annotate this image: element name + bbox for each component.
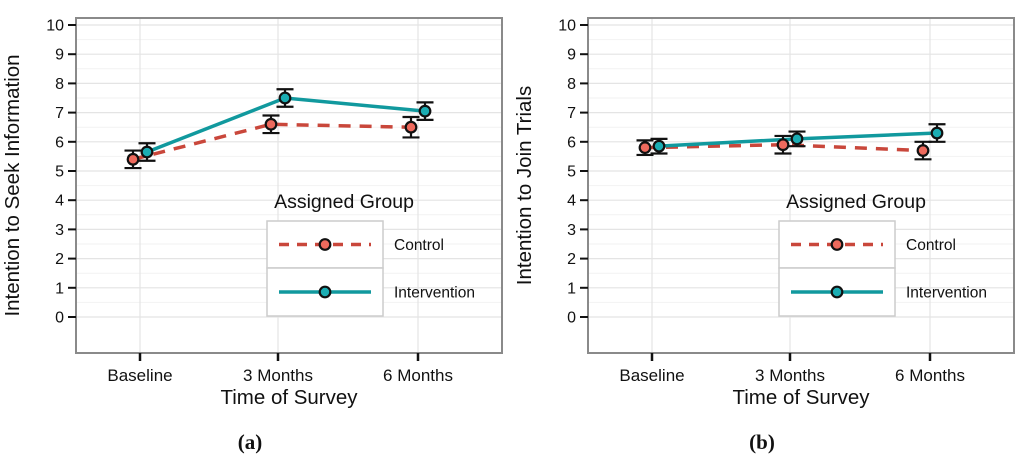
y-axis-tick-label: 2 <box>55 251 64 268</box>
y-axis-tick-label: 5 <box>567 164 576 181</box>
y-axis-tick-label: 7 <box>567 105 576 122</box>
data-point-control <box>638 141 652 155</box>
x-axis-title: Time of Survey <box>732 386 870 409</box>
y-axis-tick-label: 0 <box>567 310 576 327</box>
y-axis-tick-label: 6 <box>567 134 576 151</box>
data-point-control <box>126 152 140 166</box>
x-axis-tick-label: Baseline <box>107 366 172 385</box>
panel-border <box>587 17 1015 354</box>
legend-key-point-intervention <box>830 285 844 299</box>
legend-key-point-control <box>830 238 844 251</box>
y-axis-title: Intention to Seek Information <box>1 54 24 316</box>
y-axis-tick-label: 9 <box>55 47 64 64</box>
chart-b-canvas: 0 1 2 3 4 5 6 7 8 9 10 Baseline 3 Months 6 Months Time… <box>513 17 1015 454</box>
series-line-control <box>644 142 924 153</box>
legend-title: Assigned Group <box>274 191 414 213</box>
x-axis-tick-label: 3 Months <box>243 366 313 385</box>
data-point-control <box>776 138 790 152</box>
chart-panel-a: 0 1 2 3 4 5 6 7 8 9 10 Baseline 3 Months 6 Months Time… <box>1 17 503 454</box>
legend-entry-label: Intervention <box>394 285 475 302</box>
x-axis-tick-label: 6 Months <box>895 366 965 385</box>
chart-a-canvas: 0 1 2 3 4 5 6 7 8 9 10 Baseline 3 Months 6 Months Time… <box>1 17 503 454</box>
y-axis-tick-label: 10 <box>46 18 64 35</box>
legend-key-point-intervention <box>318 285 332 299</box>
x-axis-title: Time of Survey <box>220 386 358 409</box>
data-point-intervention <box>418 104 432 118</box>
y-axis-tick-label: 7 <box>55 105 64 122</box>
y-axis-tick-label: 9 <box>567 47 576 64</box>
data-point-intervention <box>140 145 154 159</box>
y-axis-tick-label: 1 <box>567 280 576 297</box>
data-point-control <box>404 120 418 134</box>
y-axis-tick-label: 8 <box>55 76 64 93</box>
y-axis-title: Intention to Join Trials <box>513 86 536 285</box>
y-axis-tick-label: 3 <box>567 222 576 239</box>
panel-border <box>75 17 503 354</box>
y-axis-tick-label: 4 <box>55 193 64 210</box>
y-axis-tick-label: 6 <box>55 134 64 151</box>
x-axis-tick-label: 6 Months <box>383 366 453 385</box>
y-axis-tick-label: 8 <box>567 76 576 93</box>
data-point-intervention <box>930 126 944 140</box>
y-axis-tick-label: 10 <box>558 18 576 35</box>
y-axis-tick-label: 3 <box>55 222 64 239</box>
legend-title: Assigned Group <box>786 191 926 213</box>
panel-caption: (a) <box>238 430 263 454</box>
x-axis-tick-label: Baseline <box>619 366 684 385</box>
legend-key-point-control <box>318 238 332 251</box>
data-point-intervention <box>652 139 666 153</box>
data-point-intervention <box>790 132 804 146</box>
legend-entry-label: Intervention <box>906 285 987 302</box>
y-axis-tick-label: 1 <box>55 280 64 297</box>
y-axis-tick-label: 0 <box>55 310 64 327</box>
data-point-control <box>264 117 278 131</box>
y-axis-tick-label: 5 <box>55 164 64 181</box>
legend-entry-label: Control <box>394 237 444 254</box>
legend-entry-label: Control <box>906 237 956 254</box>
series-line-control <box>132 122 412 162</box>
chart-panel-b: 0 1 2 3 4 5 6 7 8 9 10 Baseline 3 Months 6 Months Time… <box>512 0 1024 462</box>
y-axis-tick-label: 2 <box>567 251 576 268</box>
panel-caption: (b) <box>749 430 775 454</box>
data-point-intervention <box>278 91 292 105</box>
x-axis-tick-label: 3 Months <box>755 366 825 385</box>
y-axis-tick-label: 4 <box>567 193 576 210</box>
data-point-control <box>916 144 930 157</box>
